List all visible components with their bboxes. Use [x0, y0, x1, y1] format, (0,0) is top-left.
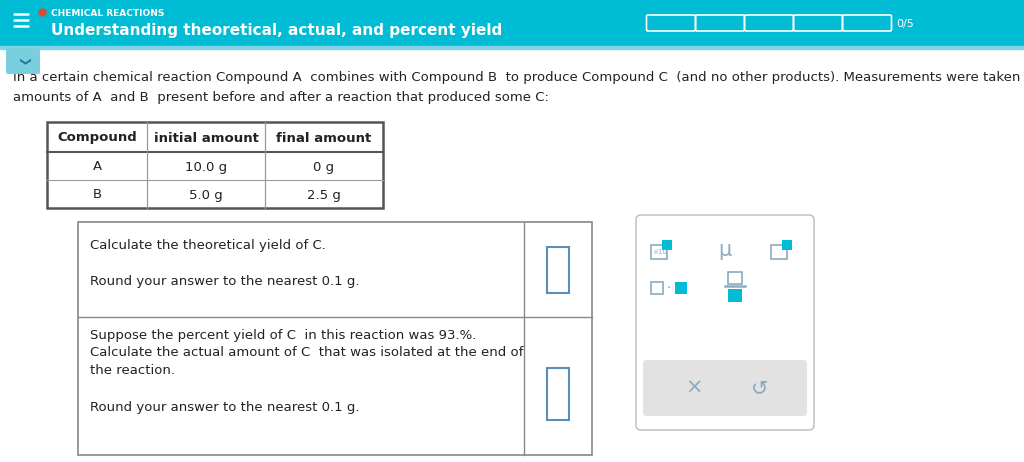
Text: A: A	[92, 160, 101, 174]
Text: 0 g: 0 g	[313, 160, 335, 174]
Text: 10.0 g: 10.0 g	[185, 160, 227, 174]
Bar	[47, 122, 383, 208]
Text: the reaction.: the reaction.	[90, 365, 175, 377]
Text: Round your answer to the nearest 0.1 g.: Round your answer to the nearest 0.1 g.	[90, 401, 359, 413]
Text: initial amount: initial amount	[154, 132, 258, 145]
Text: ❯: ❯	[17, 57, 29, 67]
Text: Calculate the theoretical yield of C.: Calculate the theoretical yield of C.	[90, 239, 326, 253]
Text: ·: ·	[667, 281, 671, 295]
Bar	[0, 46, 1024, 49]
Text: B: B	[92, 188, 101, 201]
FancyBboxPatch shape	[547, 368, 569, 420]
Text: μ: μ	[719, 240, 731, 260]
Text: Understanding theoretical, actual, and percent yield: Understanding theoretical, actual, and p…	[51, 24, 502, 38]
Text: 2.5 g: 2.5 g	[307, 188, 341, 201]
Text: Calculate the actual amount of C  that was isolated at the end of: Calculate the actual amount of C that wa…	[90, 346, 523, 359]
Bar	[782, 240, 792, 250]
Text: ↺: ↺	[751, 378, 768, 398]
FancyBboxPatch shape	[547, 247, 569, 292]
Bar	[728, 272, 742, 284]
Text: ×: ×	[685, 378, 702, 398]
FancyBboxPatch shape	[636, 215, 814, 430]
Text: CHEMICAL REACTIONS: CHEMICAL REACTIONS	[51, 8, 165, 18]
Text: 0/5: 0/5	[896, 19, 913, 29]
Text: Compound: Compound	[57, 132, 137, 145]
Bar	[651, 245, 667, 259]
Text: amounts of A  and B  present before and after a reaction that produced some C:: amounts of A and B present before and af…	[13, 91, 549, 103]
Text: final amount: final amount	[276, 132, 372, 145]
Text: Suppose the percent yield of C  in this reaction was 93.%.: Suppose the percent yield of C in this r…	[90, 328, 476, 341]
Text: ×10: ×10	[651, 249, 667, 255]
Bar	[78, 222, 592, 455]
Bar	[675, 282, 687, 294]
Bar	[651, 282, 663, 294]
FancyBboxPatch shape	[643, 360, 807, 416]
Bar	[662, 240, 672, 250]
Bar	[0, 0, 1024, 46]
Text: In a certain chemical reaction Compound A  combines with Compound B  to produce : In a certain chemical reaction Compound …	[13, 72, 1024, 85]
Bar	[771, 245, 787, 259]
Text: 5.0 g: 5.0 g	[189, 188, 223, 201]
Bar	[728, 289, 742, 302]
Text: Round your answer to the nearest 0.1 g.: Round your answer to the nearest 0.1 g.	[90, 275, 359, 288]
FancyBboxPatch shape	[6, 48, 40, 74]
